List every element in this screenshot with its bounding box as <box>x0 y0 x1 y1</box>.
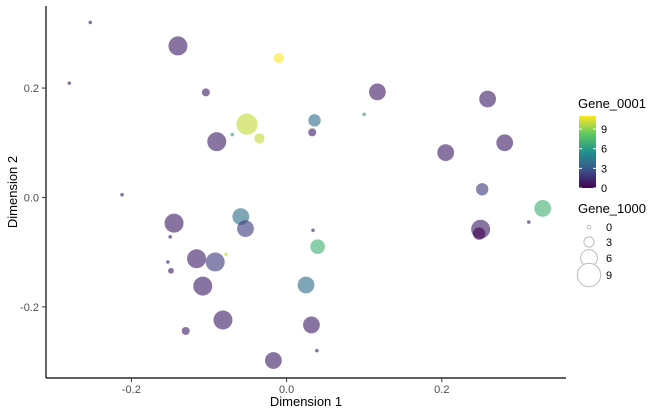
data-point <box>362 112 367 117</box>
y-tick-label: 0.2 <box>24 83 39 95</box>
size-legend-circle <box>583 236 595 248</box>
colorbar <box>579 116 596 188</box>
data-point <box>88 20 93 25</box>
y-tick-label: -0.2 <box>20 302 39 314</box>
data-point <box>496 134 514 152</box>
data-point <box>369 83 386 101</box>
colorbar-tick-label: 0 <box>601 183 607 195</box>
colorbar-tick-label: 9 <box>601 124 607 136</box>
data-point <box>437 144 455 162</box>
size-legend-label: 0 <box>606 222 612 234</box>
data-point <box>207 132 227 152</box>
data-point <box>164 213 184 233</box>
data-point <box>315 348 319 353</box>
data-point <box>475 183 489 196</box>
data-point <box>237 220 254 238</box>
y-tick-label: 0.0 <box>24 192 39 204</box>
data-point <box>193 276 213 296</box>
data-point <box>472 227 486 240</box>
data-point <box>265 352 282 369</box>
data-point <box>120 192 124 197</box>
data-point <box>236 113 258 135</box>
data-point <box>166 260 170 264</box>
x-axis-ticks: -0.2 0.0 0.2 <box>122 378 449 396</box>
data-point <box>187 249 207 269</box>
y-axis-ticks: -0.2 0.0 0.2 <box>20 83 46 314</box>
colorbar-tick-label: 6 <box>601 144 607 156</box>
size-legend: Gene_1000 0 3 6 9 <box>576 201 646 288</box>
x-axis-title: Dimension 1 <box>270 394 342 409</box>
y-axis-title: Dimension 2 <box>5 156 20 228</box>
data-point <box>230 132 235 137</box>
data-point <box>224 252 228 257</box>
colorbar-tick-label: 3 <box>601 163 607 175</box>
data-point <box>168 267 174 274</box>
data-point <box>311 228 315 233</box>
color-legend: Gene_0001 0 3 6 9 <box>578 96 646 195</box>
data-point <box>213 310 233 330</box>
data-point <box>67 81 72 85</box>
x-tick-label: 0.0 <box>279 384 294 396</box>
size-legend-circle <box>576 262 602 288</box>
data-point <box>168 36 188 56</box>
data-point <box>526 220 531 224</box>
data-point <box>181 326 190 335</box>
size-legend-title: Gene_1000 <box>578 201 646 216</box>
data-point <box>168 235 172 239</box>
size-legend-label: 3 <box>606 237 612 249</box>
x-tick-label: 0.2 <box>434 384 449 396</box>
data-point <box>297 276 315 294</box>
data-point <box>308 128 317 137</box>
data-point <box>273 52 284 64</box>
size-legend-label: 6 <box>606 253 612 265</box>
color-legend-title: Gene_0001 <box>578 96 646 111</box>
colorbar-ticks: 0 3 6 9 <box>579 124 607 195</box>
data-point <box>310 239 325 255</box>
data-point <box>534 200 552 217</box>
data-point <box>479 90 497 108</box>
size-legend-circle <box>586 224 592 230</box>
x-tick-label: -0.2 <box>122 384 141 396</box>
size-legend-label: 9 <box>606 270 612 282</box>
data-point <box>308 114 321 127</box>
data-point <box>205 252 225 272</box>
points-layer <box>67 20 552 369</box>
data-point <box>201 88 210 97</box>
data-point <box>303 316 320 334</box>
data-point <box>254 133 265 144</box>
size-legend-keys: 0 3 6 9 <box>576 222 612 288</box>
